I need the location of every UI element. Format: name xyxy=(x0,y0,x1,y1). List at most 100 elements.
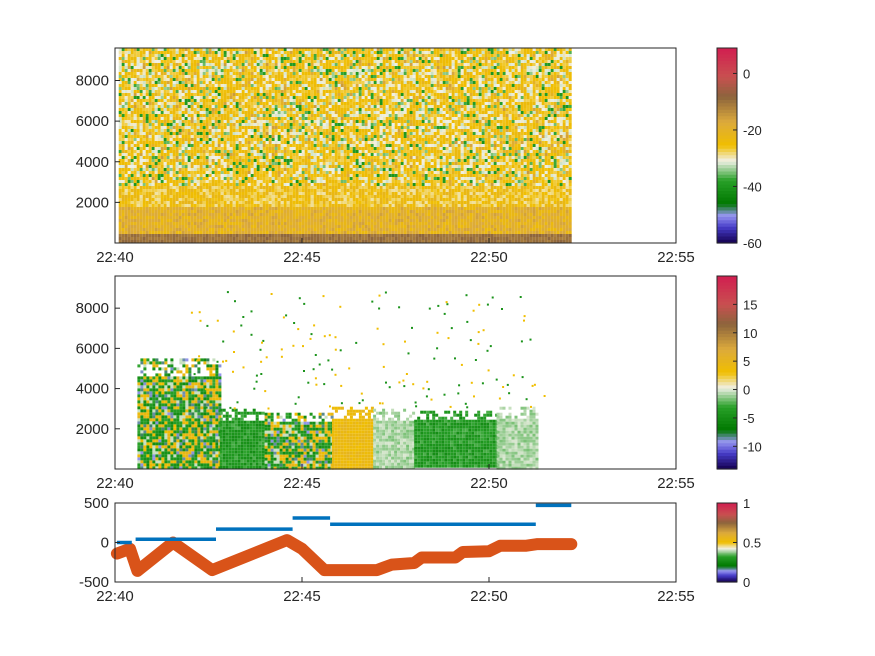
heatmap-cell xyxy=(151,225,155,228)
heatmap-cell xyxy=(187,141,191,144)
heatmap-cell xyxy=(301,147,305,150)
heatmap-cell xyxy=(292,186,296,189)
heatmap-cell xyxy=(121,111,125,114)
heatmap-cell xyxy=(268,216,272,219)
heatmap-cell xyxy=(346,90,350,93)
heatmap-cell xyxy=(229,156,233,159)
heatmap-cell xyxy=(127,126,131,129)
heatmap-cell xyxy=(325,78,329,81)
heatmap-cell xyxy=(127,57,131,60)
heatmap-cell xyxy=(337,219,341,222)
heatmap-cell xyxy=(190,171,194,174)
heatmap-cell xyxy=(184,198,188,201)
heatmap-cell xyxy=(244,69,248,72)
heatmap-cell xyxy=(151,153,155,156)
heatmap-cell xyxy=(310,96,314,99)
heatmap-cell xyxy=(217,165,221,168)
heatmap-cell xyxy=(253,156,257,159)
heatmap-cell xyxy=(235,162,239,165)
heatmap-cell xyxy=(202,108,206,111)
heatmap-cell xyxy=(325,96,329,99)
heatmap-cell xyxy=(118,231,122,234)
heatmap-cell xyxy=(121,222,125,225)
heatmap-cell xyxy=(271,54,275,57)
heatmap-cell xyxy=(175,198,179,201)
heatmap-cell xyxy=(229,75,233,78)
heatmap-cell xyxy=(127,180,131,183)
heatmap-cell xyxy=(181,129,185,132)
heatmap-cell xyxy=(250,192,254,195)
heatmap-cell xyxy=(169,213,173,216)
heatmap-cell xyxy=(253,57,257,60)
heatmap-cell xyxy=(286,90,290,93)
heatmap-cell xyxy=(286,183,290,186)
heatmap-cell xyxy=(277,165,281,168)
heatmap-cell xyxy=(337,234,341,237)
heatmap-cell xyxy=(175,48,179,51)
heatmap-cell xyxy=(280,54,284,57)
heatmap-cell xyxy=(256,72,260,75)
heatmap-cell xyxy=(310,99,314,102)
heatmap-cell xyxy=(289,120,293,123)
heatmap-cell xyxy=(289,228,293,231)
heatmap-cell xyxy=(223,186,227,189)
heatmap-cell xyxy=(307,108,311,111)
heatmap-cell xyxy=(271,189,275,192)
heatmap-cell xyxy=(328,81,332,84)
heatmap-cell xyxy=(295,129,299,132)
heatmap-cell xyxy=(142,93,146,96)
heatmap-cell xyxy=(214,207,218,210)
heatmap-cell xyxy=(247,54,251,57)
heatmap-cell xyxy=(298,132,302,135)
heatmap-cell xyxy=(223,153,227,156)
heatmap-cell xyxy=(220,102,224,105)
heatmap-cell xyxy=(196,102,200,105)
heatmap-cell xyxy=(343,156,347,159)
heatmap-cell xyxy=(331,231,335,234)
heatmap-cell xyxy=(166,207,170,210)
heatmap-cell xyxy=(193,186,197,189)
heatmap-cell xyxy=(259,228,263,231)
heatmap-cell xyxy=(322,174,326,177)
heatmap-cell xyxy=(307,228,311,231)
heatmap-cell xyxy=(193,138,197,141)
heatmap-cell xyxy=(202,168,206,171)
heatmap-cell xyxy=(121,144,125,147)
heatmap-cell xyxy=(253,60,257,63)
heatmap-cell xyxy=(331,234,335,237)
heatmap-cell xyxy=(217,219,221,222)
heatmap-cell xyxy=(325,54,329,57)
heatmap-cell xyxy=(322,234,326,237)
heatmap-cell xyxy=(118,156,122,159)
heatmap-cell xyxy=(208,129,212,132)
heatmap-cell xyxy=(178,192,182,195)
heatmap-cell xyxy=(139,135,143,138)
heatmap-cell xyxy=(121,207,125,210)
heatmap-cell xyxy=(205,129,209,132)
heatmap-cell xyxy=(163,123,167,126)
heatmap-cell xyxy=(277,198,281,201)
heatmap-cell xyxy=(217,60,221,63)
heatmap-cell xyxy=(142,174,146,177)
heatmap-cell xyxy=(163,96,167,99)
heatmap-cell xyxy=(217,72,221,75)
heatmap-cell xyxy=(304,120,308,123)
heatmap-cell xyxy=(334,96,338,99)
heatmap-cell xyxy=(262,222,266,225)
heatmap-cell xyxy=(331,96,335,99)
heatmap-cell xyxy=(313,147,317,150)
heatmap-cell xyxy=(193,204,197,207)
heatmap-cell xyxy=(238,102,242,105)
heatmap-cell xyxy=(274,105,278,108)
heatmap-cell xyxy=(118,207,122,210)
heatmap-cell xyxy=(139,183,143,186)
heatmap-cell xyxy=(223,72,227,75)
heatmap-cell xyxy=(160,135,164,138)
heatmap-cell xyxy=(292,93,296,96)
heatmap-cell xyxy=(277,231,281,234)
heatmap-cell xyxy=(316,153,320,156)
heatmap-cell xyxy=(331,171,335,174)
heatmap-cell xyxy=(211,219,215,222)
heatmap-cell xyxy=(328,129,332,132)
heatmap-cell xyxy=(316,93,320,96)
